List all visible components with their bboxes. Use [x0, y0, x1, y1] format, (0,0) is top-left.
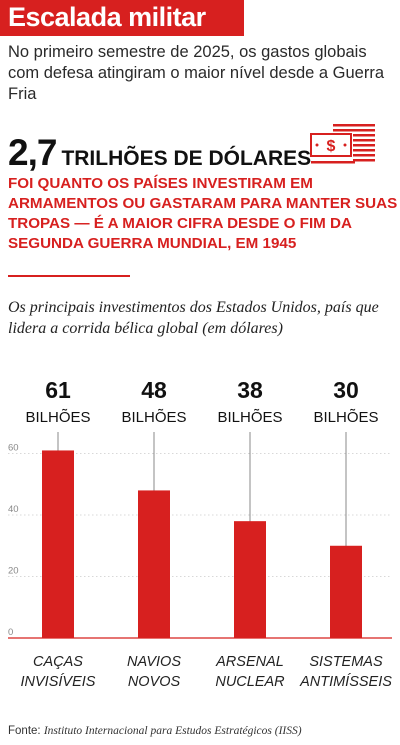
highlight-description: FOI QUANTO OS PAÍSES INVESTIRAM EM ARMAM… [8, 175, 398, 252]
headline-banner: Escalada militar [0, 0, 244, 36]
bar-value-label: 61 [45, 377, 71, 403]
bar [330, 545, 362, 638]
chart-title: Os principais investimentos dos Estados … [8, 299, 379, 337]
bar-unit-label: BILHÕES [25, 409, 90, 426]
bar [42, 450, 74, 638]
bar-unit-label: BILHÕES [313, 409, 378, 426]
category-label: NAVIOS [127, 654, 181, 670]
money-bill-icon: $ [310, 124, 375, 164]
y-tick-label: 20 [8, 566, 19, 577]
bar-chart: 020406061BILHÕESCAÇASINVISÍVEISA RADARES… [8, 377, 392, 690]
intro-text: No primeiro semestre de 2025, os gastos … [8, 43, 385, 103]
category-label: ARSENAL [215, 654, 284, 670]
y-tick-label: 0 [8, 627, 13, 638]
bar-unit-label: BILHÕES [217, 409, 282, 426]
category-label: NOVOS [128, 674, 181, 690]
bar-value-label: 38 [237, 377, 263, 403]
y-tick-label: 60 [8, 443, 19, 454]
bar-value-label: 30 [333, 377, 359, 403]
bar [234, 521, 266, 638]
category-label: SISTEMAS [309, 654, 383, 670]
highlight-unit: TRILHÕES DE DÓLARES [61, 147, 312, 170]
category-label: NUCLEAR [215, 674, 285, 690]
source-text: Instituto Internacional para Estudos Est… [43, 725, 302, 737]
bar [138, 490, 170, 638]
bar-unit-label: BILHÕES [121, 409, 186, 426]
highlight-figure: 2,7 TRILHÕES DE DÓLARES [8, 132, 311, 173]
category-label: ANTIMÍSSEIS [299, 673, 392, 690]
category-label: INVISÍVEIS [21, 673, 96, 690]
svg-text:$: $ [327, 138, 336, 155]
source-note: Fonte: Instituto Internacional para Estu… [8, 725, 398, 737]
category-label: CAÇAS [33, 654, 83, 670]
highlight-number: 2,7 [8, 132, 57, 173]
page-title: Escalada militar [8, 2, 206, 32]
source-label: Fonte: [8, 725, 44, 737]
section-divider [8, 275, 130, 277]
y-tick-label: 40 [8, 504, 19, 515]
bar-value-label: 48 [141, 377, 167, 403]
